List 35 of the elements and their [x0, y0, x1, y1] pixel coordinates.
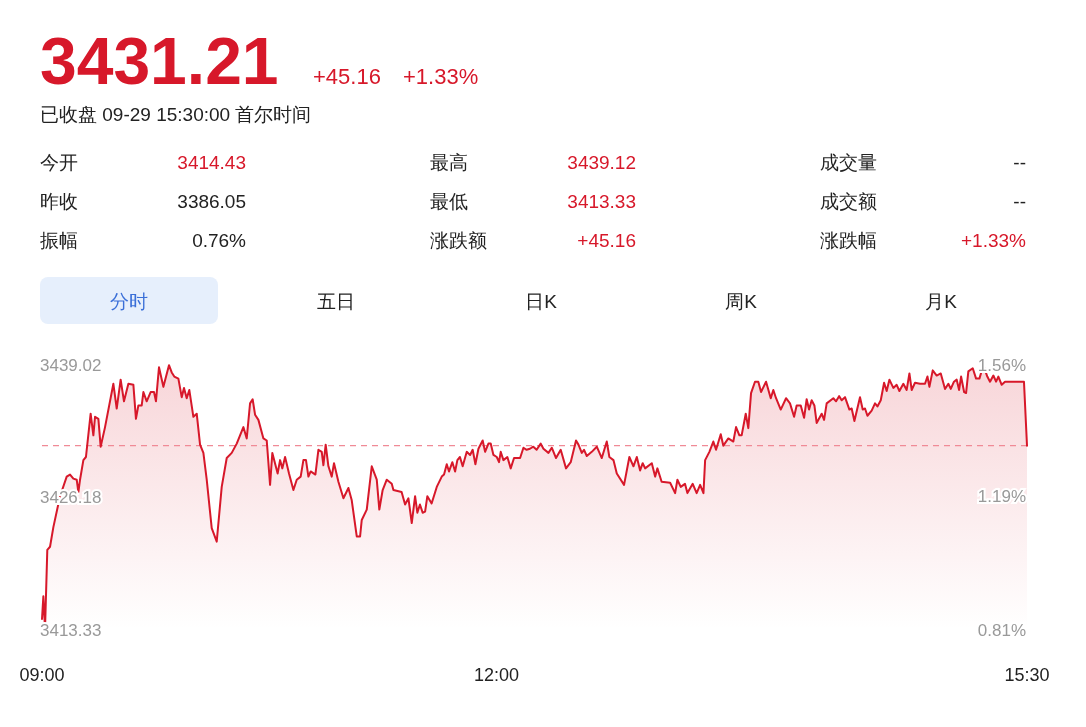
chart-subtitle: 已收盘 09-29 15:30:00 首尔时间: [40, 104, 312, 125]
text: --: [1013, 152, 1026, 173]
text: 成交额: [820, 191, 877, 212]
y2-tick-label: 1.56%: [977, 356, 1026, 375]
text: 涨跌额: [430, 230, 487, 251]
chart-title: 3431.21: [40, 24, 279, 98]
text: 振幅: [40, 230, 78, 251]
y2-tick-label: 0.81%: [977, 621, 1026, 640]
text: 五日: [317, 291, 355, 312]
text: 最低: [430, 191, 468, 212]
text: +45.16: [313, 64, 381, 89]
text: 3386.05: [177, 191, 246, 212]
text: +45.16: [577, 230, 636, 251]
y-tick-label: 3439.02: [40, 356, 102, 375]
text: 周K: [725, 291, 758, 312]
x-tick-label: 12:00: [474, 665, 520, 685]
text: +1.33%: [403, 64, 479, 89]
y-tick-label: 3413.33: [40, 621, 102, 640]
text: 昨收: [40, 191, 78, 212]
y2-tick-label: 1.19%: [977, 486, 1026, 506]
text: 今开: [40, 152, 78, 173]
text: 最高: [430, 152, 468, 173]
text: 成交量: [820, 152, 877, 173]
x-tick-label: 15:30: [1004, 665, 1050, 685]
text: 0.76%: [192, 230, 247, 251]
text: +1.33%: [961, 230, 1027, 251]
text: 3413.33: [567, 191, 636, 212]
text: 3439.12: [567, 152, 636, 173]
text: 日K: [525, 291, 558, 312]
text: --: [1013, 191, 1026, 212]
text: 月K: [925, 291, 958, 312]
text: 3414.43: [177, 152, 246, 173]
text: 分时: [110, 291, 148, 312]
text: 涨跌幅: [820, 230, 877, 251]
x-tick-label: 09:00: [19, 665, 65, 685]
